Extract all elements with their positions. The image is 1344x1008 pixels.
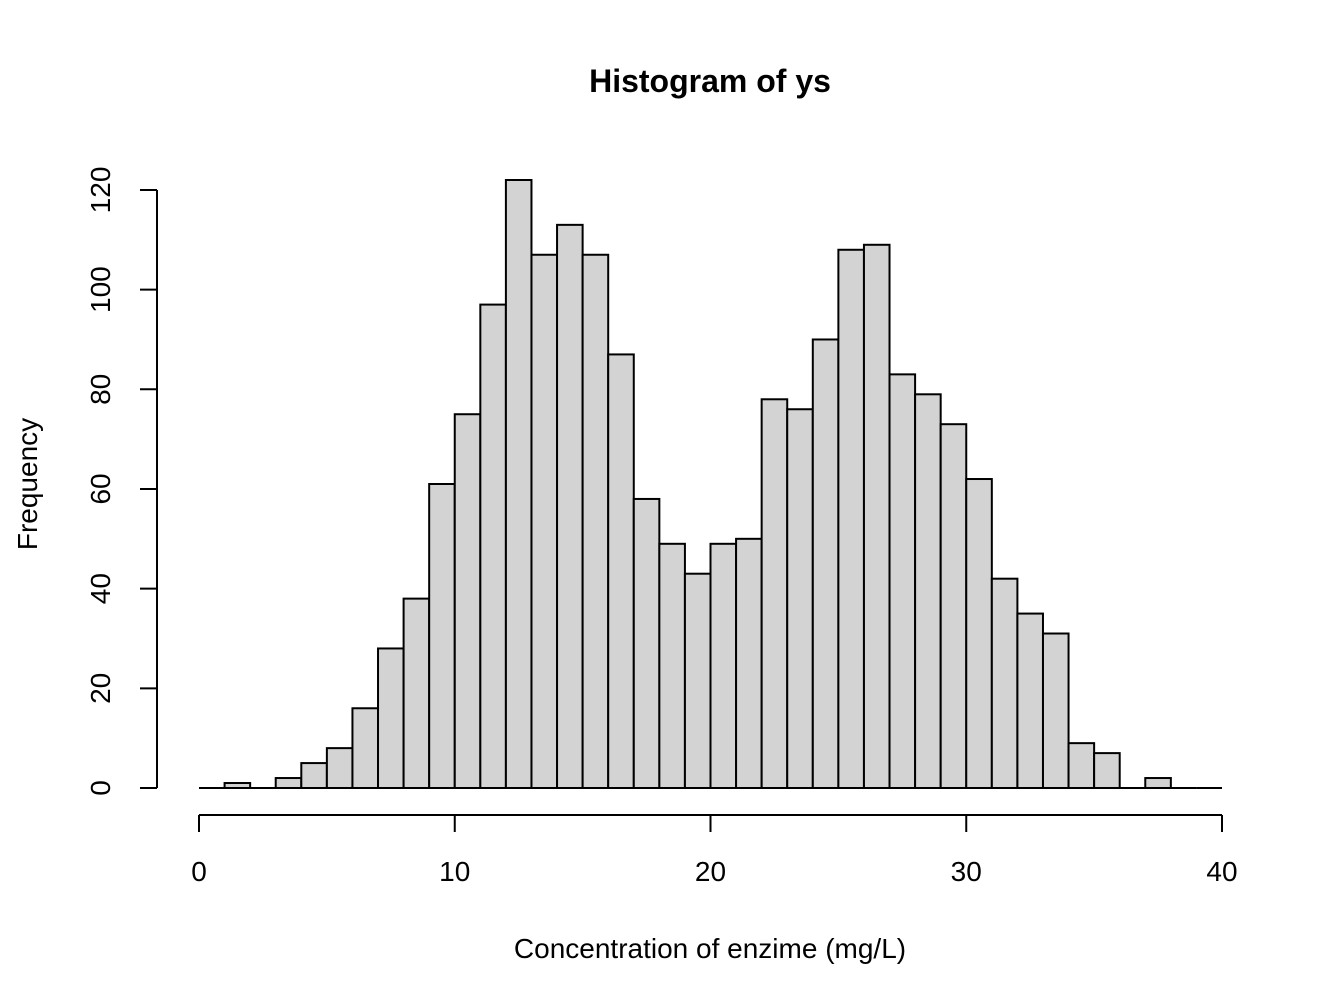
histogram-bar bbox=[965, 478, 993, 789]
histogram-bar bbox=[837, 248, 865, 789]
histogram-bar bbox=[453, 413, 482, 789]
x-tick-label: 0 bbox=[191, 856, 207, 887]
histogram-bar bbox=[786, 408, 814, 789]
histogram-bar bbox=[811, 338, 840, 789]
histogram-bar bbox=[504, 179, 533, 789]
histogram-bar bbox=[377, 647, 405, 790]
histogram-bar bbox=[1144, 777, 1172, 789]
histogram-bar bbox=[428, 483, 456, 789]
histogram-bar bbox=[658, 542, 686, 789]
histogram-bar bbox=[351, 707, 380, 789]
histogram-bar bbox=[1041, 632, 1070, 789]
histogram-bar bbox=[888, 373, 917, 789]
histogram-bar bbox=[990, 577, 1019, 790]
x-tick-label: 20 bbox=[695, 856, 726, 887]
histogram-bar bbox=[735, 537, 763, 790]
y-tick-label: 100 bbox=[85, 266, 116, 313]
histogram-bar bbox=[1016, 612, 1044, 790]
histogram-bar bbox=[223, 782, 252, 790]
x-axis-label: Concentration of enzime (mg/L) bbox=[514, 933, 906, 964]
chart-title: Histogram of ys bbox=[589, 63, 831, 99]
histogram-bar bbox=[1067, 742, 1096, 789]
histogram-bar bbox=[683, 572, 712, 789]
y-tick-label: 40 bbox=[85, 573, 116, 604]
histogram-bar bbox=[939, 423, 968, 789]
histogram-bar bbox=[402, 597, 431, 789]
histogram-bar bbox=[914, 393, 942, 789]
histogram-bar bbox=[607, 353, 635, 789]
y-axis-label: Frequency bbox=[12, 418, 43, 550]
histogram-bar bbox=[632, 497, 661, 789]
histogram-bar bbox=[325, 747, 354, 790]
histogram-bar bbox=[479, 303, 507, 789]
histogram-bar bbox=[1093, 752, 1121, 789]
histogram-bar bbox=[581, 253, 610, 790]
x-tick-label: 10 bbox=[439, 856, 470, 887]
y-axis: 0 20 40 60 80 100 120 bbox=[85, 167, 158, 796]
y-tick-label: 60 bbox=[85, 473, 116, 504]
histogram-bar bbox=[530, 253, 559, 790]
x-axis: 0 10 20 30 40 bbox=[191, 814, 1238, 887]
histogram-bar bbox=[274, 777, 303, 789]
histogram-bar bbox=[709, 542, 738, 789]
histogram-bar bbox=[300, 762, 328, 790]
y-tick-label: 80 bbox=[85, 374, 116, 405]
x-tick-label: 40 bbox=[1206, 856, 1237, 887]
histogram-bar bbox=[556, 223, 584, 789]
x-tick-label: 30 bbox=[951, 856, 982, 887]
y-tick-label: 120 bbox=[85, 167, 116, 214]
bars-group bbox=[199, 179, 1222, 790]
histogram-bar bbox=[760, 398, 789, 789]
y-tick-label: 20 bbox=[85, 673, 116, 704]
y-tick-label: 0 bbox=[85, 780, 116, 796]
histogram-bar bbox=[862, 243, 891, 790]
